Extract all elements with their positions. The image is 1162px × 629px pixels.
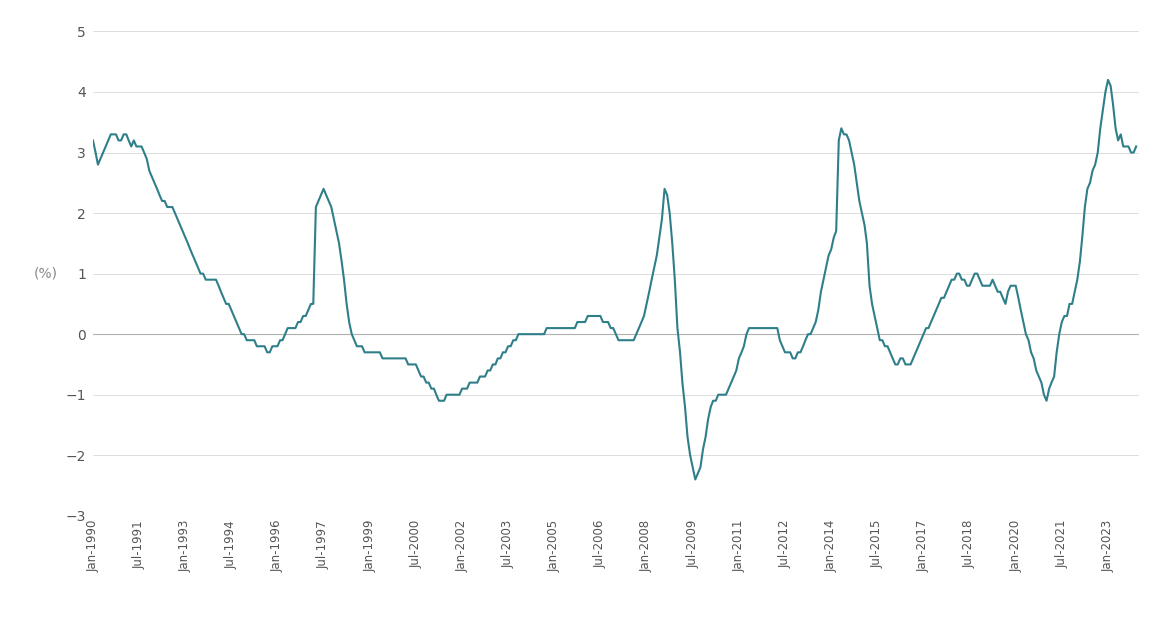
Y-axis label: (%): (%) xyxy=(34,267,58,281)
